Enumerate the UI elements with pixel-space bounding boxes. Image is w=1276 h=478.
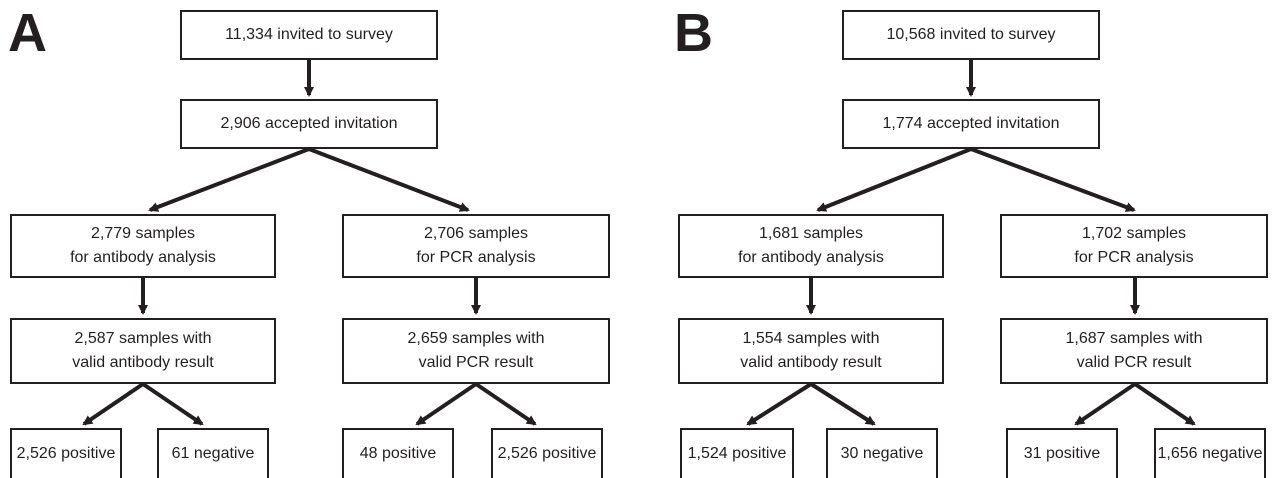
a-antibody-samples-box: 2,779 samples for antibody analysis [10,214,276,278]
a-antibody-valid-line2: valid antibody result [72,354,214,371]
panel-label-a: A [8,3,47,63]
b-antibody-samples-line1: 1,681 samples [758,225,864,242]
a-accepted-box: 2,906 accepted invitation [180,99,438,149]
b-pcr-negative-box: 1,656 negative [1154,428,1266,478]
arrow-b-accepted-pcr [970,147,1136,212]
a-invited-box: 11,334 invited to survey [180,10,438,60]
a-pcr-valid-line1: 2,659 samples with [407,330,545,347]
arrow-b-pcr-positive [1074,382,1137,426]
a-pcr-samples-box: 2,706 samples for PCR analysis [342,214,610,278]
a-antibody-samples-line1: 2,779 samples [90,225,196,242]
arrow-a-accepted-pcr [308,147,470,212]
b-accepted-box: 1,774 accepted invitation [842,99,1100,149]
a-antibody-positive-box: 2,526 positive [10,428,122,478]
b-antibody-valid-box: 1,554 samples with valid antibody result [678,318,944,384]
b-pcr-samples-box: 1,702 samples for PCR analysis [1000,214,1268,278]
arrow-a-pcr-negative [474,382,537,426]
b-pcr-negative-text: 1,656 negative [1157,445,1263,462]
b-pcr-positive-box: 31 positive [1006,428,1118,478]
a-pcr-valid-line2: valid PCR result [418,354,534,371]
a-pcr-positive-box: 48 positive [342,428,454,478]
b-pcr-positive-text: 31 positive [1023,445,1101,462]
b-antibody-positive-text: 1,524 positive [687,445,787,462]
a-invited-text: 11,334 invited to survey [225,26,393,43]
a-pcr-positive-text: 48 positive [359,445,437,462]
arrow-a-pcr-positive [415,382,478,426]
b-pcr-valid-line2: valid PCR result [1076,354,1192,371]
b-accepted-text: 1,774 accepted invitation [882,115,1060,132]
arrow-a-accepted-antibody [148,147,310,212]
a-antibody-positive-text: 2,526 positive [16,445,116,462]
arrow-b-pcr-negative [1133,382,1196,426]
arrow-b-accepted-antibody [816,147,972,212]
a-antibody-negative-box: 61 negative [157,428,269,478]
arrow-b-antibody-negative [809,382,876,426]
b-antibody-valid-line1: 1,554 samples with [742,330,880,347]
a-pcr-negative-text: 2,526 positive [497,445,597,462]
a-pcr-negative-box: 2,526 positive [491,428,603,478]
a-antibody-samples-line2: for antibody analysis [70,249,216,266]
a-pcr-valid-box: 2,659 samples with valid PCR result [342,318,610,384]
a-antibody-valid-box: 2,587 samples with valid antibody result [10,318,276,384]
b-antibody-samples-box: 1,681 samples for antibody analysis [678,214,944,278]
arrow-a-antibody-positive [82,382,145,426]
b-pcr-valid-box: 1,687 samples with valid PCR result [1000,318,1268,384]
a-pcr-samples-line2: for PCR analysis [416,249,536,266]
b-antibody-negative-text: 30 negative [840,445,924,462]
a-antibody-negative-text: 61 negative [171,445,255,462]
panel-label-b: B [674,3,713,63]
a-accepted-text: 2,906 accepted invitation [220,115,398,132]
b-antibody-negative-box: 30 negative [826,428,938,478]
a-antibody-valid-line1: 2,587 samples with [74,330,212,347]
b-pcr-valid-line1: 1,687 samples with [1065,330,1203,347]
b-invited-box: 10,568 invited to survey [842,10,1100,60]
arrow-a-antibody-negative [141,382,204,426]
a-pcr-samples-line1: 2,706 samples [423,225,529,242]
b-antibody-samples-line2: for antibody analysis [738,249,884,266]
b-pcr-samples-line1: 1,702 samples [1081,225,1187,242]
b-antibody-valid-line2: valid antibody result [740,354,882,371]
b-pcr-samples-line2: for PCR analysis [1074,249,1194,266]
b-invited-text: 10,568 invited to survey [886,26,1056,43]
b-antibody-positive-box: 1,524 positive [680,428,794,478]
arrow-b-antibody-positive [746,382,813,426]
